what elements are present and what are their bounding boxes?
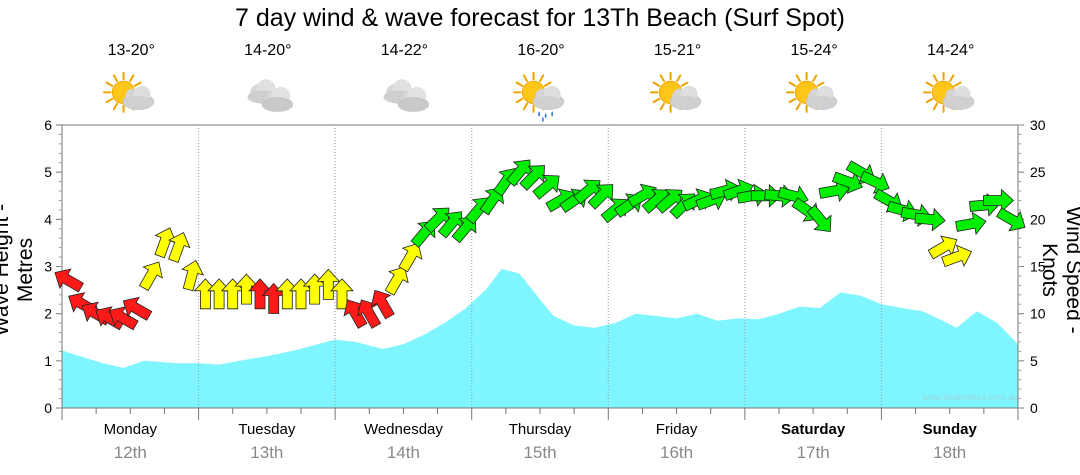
- wind-arrow: [122, 296, 153, 321]
- wind-arrow: [806, 204, 832, 233]
- wind-arrow: [207, 278, 232, 310]
- y-tick-label: 2: [44, 306, 52, 322]
- day-date-label: 14th: [386, 443, 420, 462]
- y-axis-label-right: Wind Speed - Knots: [1038, 206, 1080, 333]
- wind-arrow: [138, 261, 163, 292]
- day-date-label: 18th: [933, 443, 967, 462]
- wind-arrow: [831, 171, 863, 195]
- wind-arrow: [398, 242, 423, 273]
- wind-arrow: [357, 299, 382, 329]
- y-tick-label: 0: [44, 400, 52, 416]
- watermark: www.seabreeze.com.au: [922, 392, 1018, 402]
- wind-arrow: [343, 299, 368, 329]
- day-temperature: 15-24°: [790, 42, 838, 59]
- wind-arrow: [573, 179, 601, 205]
- wind-arrow: [519, 165, 545, 191]
- wind-arrow: [234, 273, 259, 305]
- day-name-label: Thursday: [508, 421, 572, 438]
- chart-title: 7 day wind & wave forecast for 13Th Beac…: [234, 4, 846, 32]
- sun-cloud-icon: [784, 70, 844, 124]
- day-date-label: 17th: [796, 443, 830, 462]
- day-date-label: 16th: [660, 443, 694, 462]
- y-tick-label: 1: [44, 353, 52, 369]
- wind-arrow: [248, 278, 272, 310]
- wind-arrow: [109, 306, 139, 331]
- day-temperature: 14-22°: [380, 42, 429, 59]
- sun-cloud-rain-icon: [511, 70, 571, 124]
- wind-arrow: [587, 184, 614, 210]
- wind-arrow: [370, 289, 395, 320]
- day-temperature: 13-20°: [107, 42, 155, 59]
- y-axis-label-left: Wave Height - Metres: [0, 204, 37, 337]
- y2-tick-label: 5: [1030, 353, 1038, 369]
- wind-arrow: [275, 278, 300, 310]
- wind-arrow: [181, 259, 205, 292]
- day-name-label: Sunday: [922, 421, 977, 438]
- wind-arrow: [914, 207, 946, 232]
- y2-tick-label: 15: [1030, 259, 1046, 275]
- y2-tick-label: 20: [1030, 211, 1046, 227]
- y2-tick-label: 30: [1030, 117, 1046, 133]
- wind-arrow: [54, 268, 84, 293]
- cloud-icon: [374, 70, 434, 124]
- wind-arrow: [316, 268, 341, 300]
- day-temperature: 14-24°: [927, 42, 975, 59]
- y2-tick-label: 10: [1030, 306, 1046, 322]
- cloud-icon: [238, 70, 298, 124]
- day-date-label: 15th: [523, 443, 557, 462]
- day-temperature: 15-21°: [653, 42, 702, 59]
- wind-arrow: [532, 174, 560, 200]
- wind-arrow: [996, 207, 1026, 232]
- y2-tick-label: 25: [1030, 164, 1046, 180]
- day-name-label: Saturday: [781, 421, 846, 438]
- wind-arrow: [655, 189, 683, 214]
- sun-cloud-icon: [921, 70, 981, 124]
- day-name-label: Tuesday: [238, 421, 296, 438]
- y2-tick-label: 0: [1030, 400, 1038, 416]
- day-date-label: 13th: [250, 443, 284, 462]
- y-tick-label: 5: [44, 164, 52, 180]
- wind-arrow: [983, 188, 1015, 213]
- wind-arrow: [384, 266, 409, 296]
- wind-arrow: [451, 216, 477, 244]
- day-name-label: Monday: [103, 421, 157, 438]
- day-date-label: 12th: [113, 443, 147, 462]
- sun-cloud-icon: [648, 70, 708, 124]
- y-tick-label: 3: [44, 259, 52, 275]
- day-temperature: 16-20°: [517, 42, 565, 59]
- wind-arrow: [955, 211, 987, 236]
- wind-arrow: [154, 227, 177, 259]
- y-tick-label: 6: [44, 117, 52, 133]
- y-tick-label: 4: [44, 211, 52, 227]
- day-temperature: 14-20°: [244, 42, 292, 59]
- wind-arrow: [927, 235, 958, 260]
- wave-height-area: [62, 268, 1018, 408]
- wind-arrow: [941, 244, 973, 268]
- wind-arrow: [193, 278, 218, 310]
- wind-arrow: [168, 232, 191, 263]
- day-name-label: Friday: [655, 421, 698, 438]
- day-name-label: Wednesday: [363, 421, 443, 438]
- sun-cloud-icon: [101, 70, 161, 124]
